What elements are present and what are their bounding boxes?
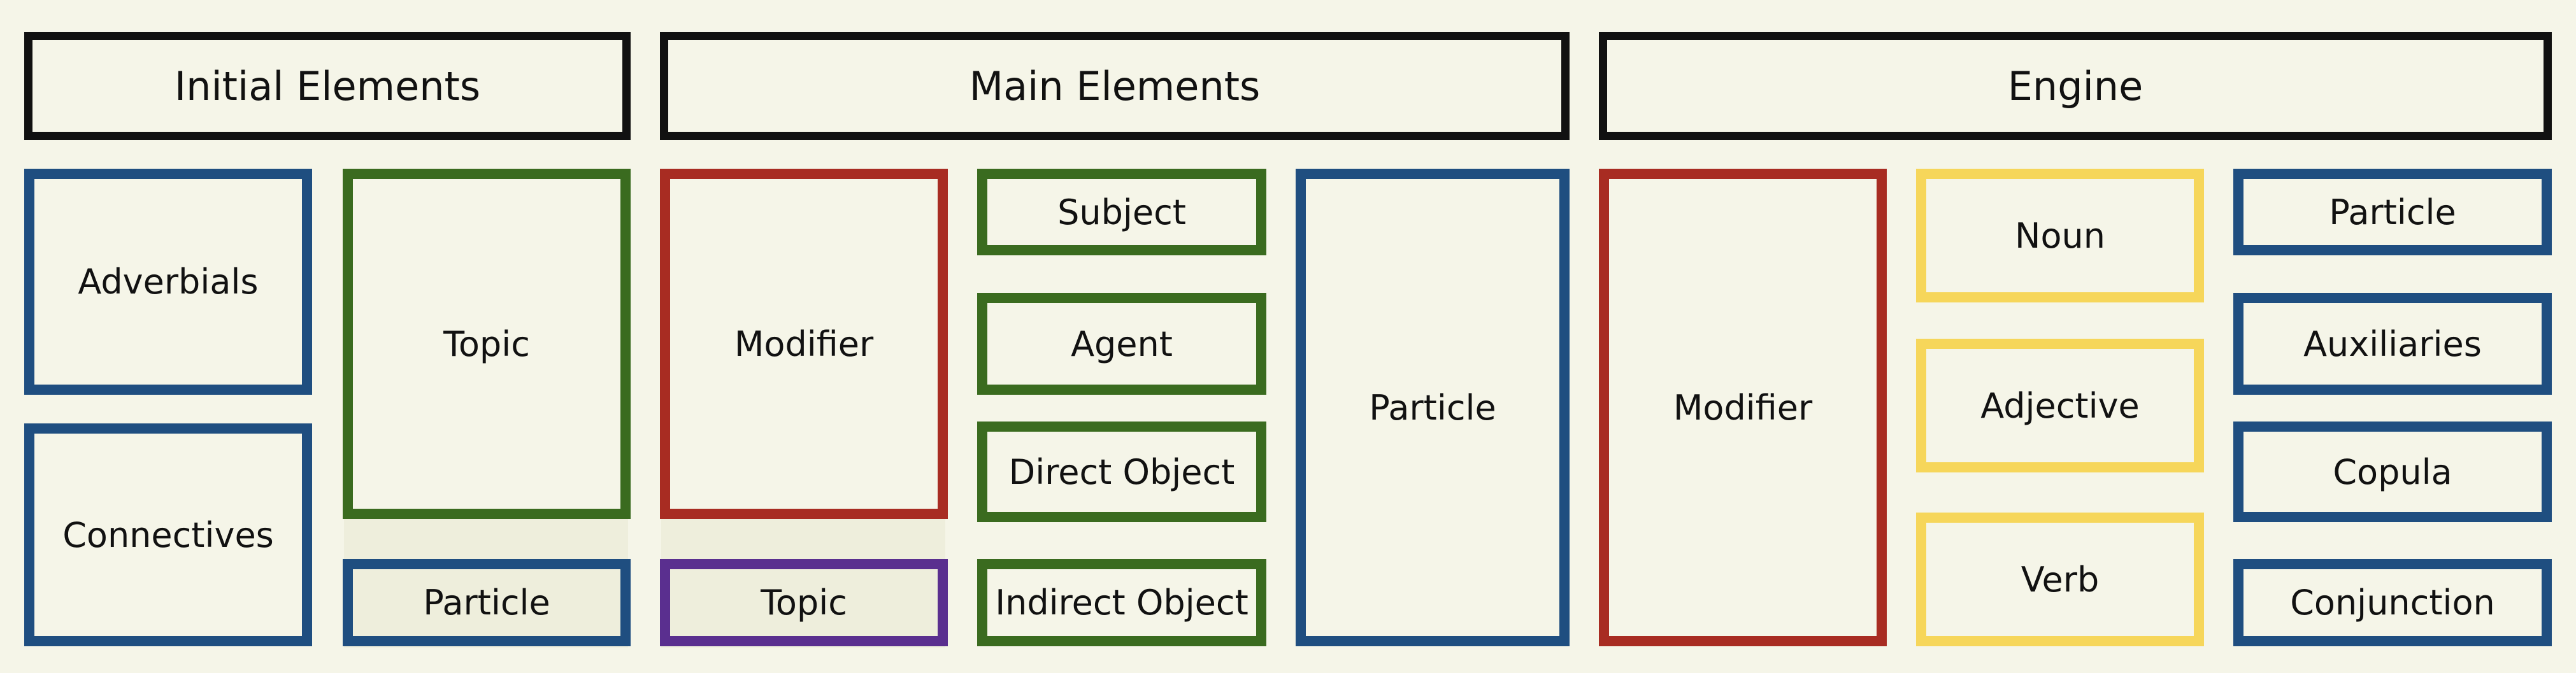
initial-topic-box: Topic (343, 169, 631, 519)
engine-conjunction-box: Conjunction (2233, 559, 2552, 646)
main-particle-box: Particle (1296, 169, 1570, 646)
initial-connectives-box: Connectives (24, 423, 312, 646)
engine-noun-box: Noun (1916, 169, 2204, 302)
engine-particle-box: Particle (2233, 169, 2552, 255)
main-indirect-object-box: Indirect Object (977, 559, 1266, 646)
main-direct-object-box: Direct Object (977, 422, 1266, 522)
initial-particle-box: Particle (343, 559, 631, 646)
engine-verb-box: Verb (1916, 513, 2204, 646)
initial-adverbials-box: Adverbials (24, 169, 312, 395)
main-agent-box: Agent (977, 293, 1266, 395)
header-engine: Engine (1599, 32, 2552, 140)
engine-copula-box: Copula (2233, 422, 2552, 522)
header-initial-elements: Initial Elements (24, 32, 631, 140)
header-main-elements: Main Elements (660, 32, 1570, 140)
engine-auxiliaries-box: Auxiliaries (2233, 293, 2552, 395)
main-modifier-box: Modifier (660, 169, 948, 519)
engine-modifier-box: Modifier (1599, 169, 1887, 646)
engine-adjective-box: Adjective (1916, 339, 2204, 472)
main-topic-box: Topic (660, 559, 948, 646)
main-subject-box: Subject (977, 169, 1266, 255)
